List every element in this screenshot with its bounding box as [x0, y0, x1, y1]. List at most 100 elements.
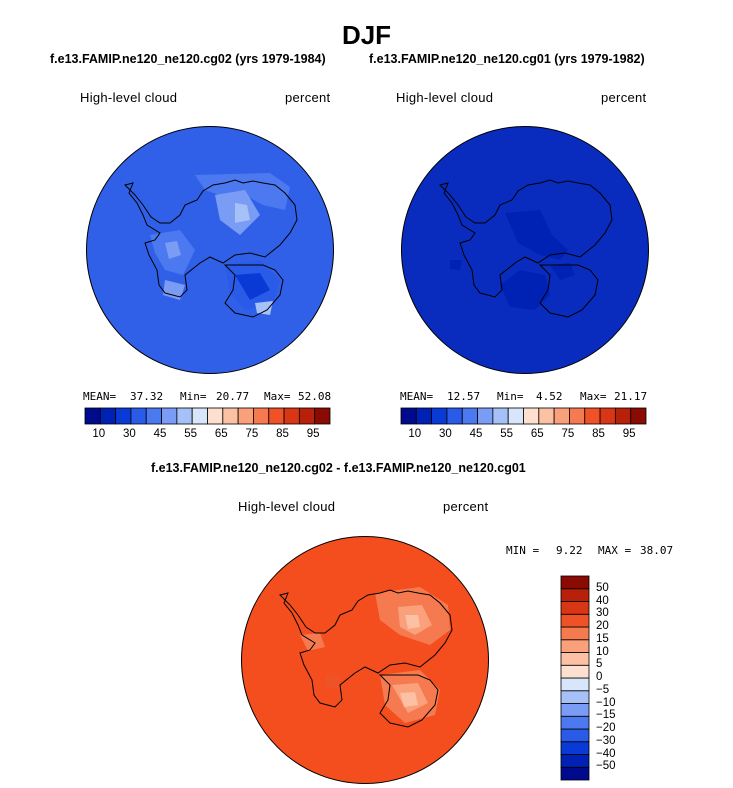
colorbar-swatch	[584, 407, 601, 425]
colorbar-tick-label: 95	[306, 428, 320, 440]
right-colorbar-ticks: 10 30 45 55 65 75 85 95	[401, 428, 646, 444]
diff-panel-header: f.e13.FAMIP.ne120_ne120.cg02 - f.e13.FAM…	[151, 461, 526, 475]
colorbar-swatch	[560, 664, 590, 679]
left-variable-label: High-level cloud	[80, 90, 178, 105]
colorbar-tick-label: 10	[596, 645, 609, 658]
colorbar-tick-label: −10	[596, 696, 616, 709]
colorbar-swatch	[161, 407, 178, 425]
colorbar-tick-label: 30	[122, 428, 136, 440]
colorbar-swatch	[446, 407, 463, 425]
colorbar-swatch	[298, 407, 316, 425]
diff-units-label: percent	[443, 499, 489, 514]
right-map-patches	[450, 210, 575, 310]
diff-colorbar	[560, 575, 590, 781]
right-panel-header: f.e13.FAMIP.ne120_ne120.cg01 (yrs 1979-1…	[369, 52, 645, 66]
colorbar-swatch	[560, 703, 590, 717]
diff-max-value: 38.07	[640, 544, 674, 557]
diff-map-disc	[241, 536, 489, 784]
colorbar-tick-label: 5	[596, 658, 603, 671]
figure-title: DJF	[341, 20, 392, 50]
colorbar-swatch	[253, 407, 270, 425]
left-units-label: percent	[285, 90, 331, 105]
colorbar-swatch	[560, 601, 590, 615]
colorbar-swatch	[560, 677, 590, 692]
colorbar-swatch	[415, 407, 433, 425]
colorbar-tick-label: 45	[469, 428, 483, 440]
colorbar-tick-label: −20	[596, 722, 616, 734]
colorbar-tick-label: −15	[596, 709, 616, 722]
diff-map	[241, 536, 489, 784]
colorbar-tick-label: 45	[153, 428, 167, 440]
colorbar-tick-label: 55	[184, 428, 197, 440]
colorbar-tick-label: 0	[596, 671, 603, 683]
left-colorbar-ticks: 10 30 45 55 65 75 85 95	[85, 428, 330, 444]
left-mean-label: MEAN=	[83, 390, 117, 403]
colorbar-tick-label: −30	[596, 734, 616, 747]
right-variable-label: High-level cloud	[396, 90, 494, 105]
colorbar-swatch	[560, 652, 590, 666]
colorbar-swatch	[560, 690, 590, 704]
colorbar-swatch	[560, 613, 590, 628]
colorbar-swatch	[237, 407, 254, 425]
colorbar-swatch	[569, 407, 586, 425]
diff-map-patches	[300, 587, 450, 723]
colorbar-swatch	[99, 407, 117, 425]
colorbar-swatch	[176, 407, 193, 425]
colorbar-swatch	[560, 588, 590, 602]
colorbar-swatch	[560, 626, 590, 641]
colorbar-swatch	[560, 741, 590, 755]
right-max-label: Max=	[580, 390, 607, 403]
colorbar-tick-label: 10	[92, 428, 106, 440]
colorbar-tick-label: 40	[596, 594, 609, 607]
colorbar-swatch	[477, 407, 494, 425]
right-antarctica-coastline	[439, 179, 613, 318]
right-colorbar	[400, 407, 647, 425]
colorbar-swatch	[560, 728, 590, 743]
colorbar-tick-label: 95	[622, 428, 636, 440]
colorbar-swatch	[268, 407, 285, 425]
colorbar-swatch	[523, 407, 540, 425]
right-mean-label: MEAN=	[400, 390, 434, 403]
colorbar-tick-label: 75	[561, 428, 575, 440]
colorbar-swatch	[538, 407, 555, 425]
left-map-disc	[86, 126, 334, 374]
colorbar-swatch	[145, 407, 162, 425]
colorbar-swatch	[560, 639, 590, 653]
left-min-value: 20.77	[216, 390, 250, 403]
colorbar-swatch	[400, 407, 417, 425]
diff-max-label: MAX =	[598, 544, 632, 557]
colorbar-swatch	[560, 575, 590, 590]
colorbar-swatch	[560, 766, 590, 781]
colorbar-swatch	[130, 407, 147, 425]
colorbar-swatch	[191, 407, 208, 425]
colorbar-tick-label: 85	[592, 428, 605, 440]
left-panel-header: f.e13.FAMIP.ne120_ne120.cg02 (yrs 1979-1…	[50, 52, 326, 66]
colorbar-tick-label: −5	[596, 683, 610, 696]
colorbar-swatch	[283, 407, 300, 425]
left-min-label: Min=	[180, 390, 207, 403]
colorbar-swatch	[314, 407, 331, 425]
colorbar-swatch	[599, 407, 616, 425]
left-colorbar	[84, 407, 331, 425]
colorbar-swatch	[630, 407, 647, 425]
colorbar-swatch	[614, 407, 632, 425]
colorbar-tick-label: 65	[530, 428, 544, 440]
colorbar-swatch	[115, 407, 132, 425]
colorbar-tick-label: 15	[596, 632, 609, 645]
diff-min-label: MIN =	[506, 544, 540, 557]
diff-variable-label: High-level cloud	[238, 499, 336, 514]
right-map-disc	[401, 126, 649, 374]
left-max-label: Max=	[264, 390, 291, 403]
colorbar-tick-label: 30	[438, 428, 452, 440]
left-map-patches	[150, 173, 290, 315]
right-mean-value: 12.57	[447, 390, 481, 403]
colorbar-swatch	[560, 754, 590, 768]
colorbar-swatch	[553, 407, 570, 425]
colorbar-tick-label: 75	[245, 428, 259, 440]
colorbar-swatch	[461, 407, 478, 425]
right-min-value: 4.52	[536, 390, 563, 403]
colorbar-tick-label: 85	[276, 428, 289, 440]
colorbar-tick-label: 10	[408, 428, 422, 440]
colorbar-tick-label: 55	[500, 428, 513, 440]
colorbar-swatch	[431, 407, 448, 425]
